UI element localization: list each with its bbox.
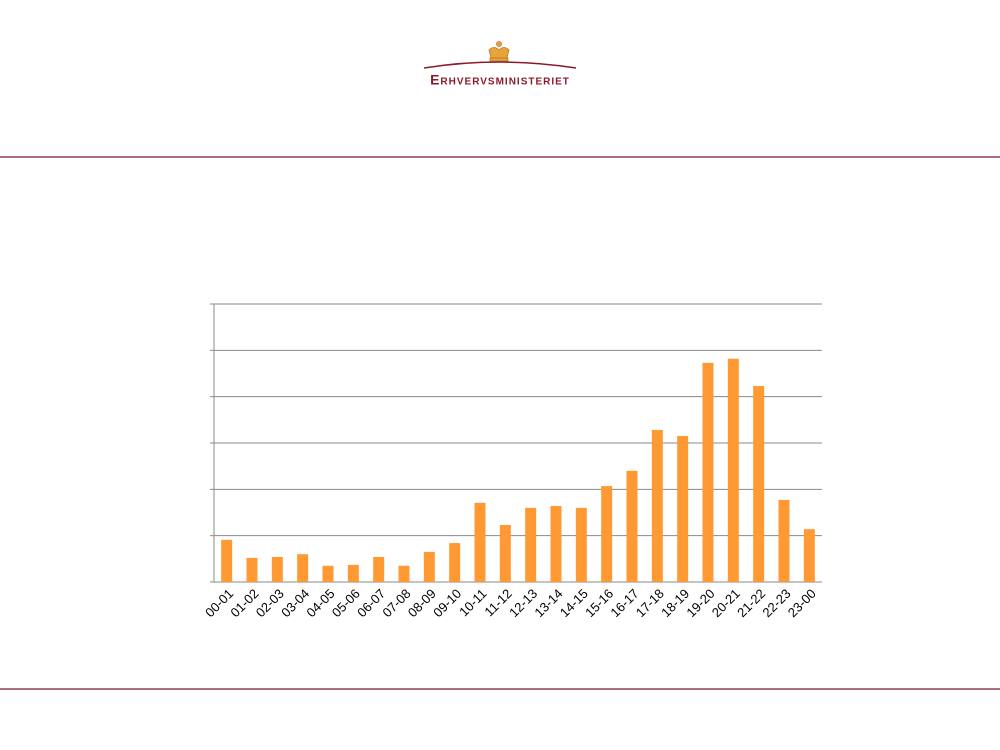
bar bbox=[601, 486, 613, 582]
bar bbox=[297, 554, 309, 582]
bar bbox=[753, 386, 765, 582]
x-tick-label: 10-11 bbox=[456, 586, 489, 619]
x-tick-label: 06-07 bbox=[354, 586, 388, 620]
logo-arc bbox=[423, 61, 577, 69]
bar bbox=[727, 358, 739, 582]
bar bbox=[702, 362, 714, 582]
x-tick-label: 19-20 bbox=[683, 586, 717, 620]
bar bbox=[373, 556, 385, 582]
bar bbox=[550, 506, 562, 582]
bar bbox=[474, 502, 486, 582]
x-tick-label: 01-02 bbox=[227, 586, 261, 620]
x-tick-label: 00-01 bbox=[202, 586, 236, 620]
x-tick-label: 15-16 bbox=[582, 586, 616, 620]
bar bbox=[271, 556, 283, 582]
x-tick-label: 14-15 bbox=[557, 586, 591, 620]
x-tick-label: 08-09 bbox=[405, 586, 439, 620]
bar bbox=[575, 507, 587, 582]
bar bbox=[423, 551, 435, 582]
x-tick-label: 22-23 bbox=[759, 586, 793, 620]
bar bbox=[677, 436, 689, 582]
x-tick-label: 20-21 bbox=[709, 586, 743, 620]
x-tick-label: 13-14 bbox=[531, 586, 565, 620]
bar bbox=[778, 499, 790, 582]
bar bbox=[499, 525, 511, 582]
x-tick-label: 02-03 bbox=[253, 586, 287, 620]
bar bbox=[651, 430, 663, 582]
x-tick-label: 12-13 bbox=[506, 586, 540, 620]
bar bbox=[398, 565, 410, 582]
x-tick-label: 07-08 bbox=[379, 586, 413, 620]
x-tick-label: 18-19 bbox=[658, 586, 692, 620]
bar bbox=[322, 565, 334, 582]
bar bbox=[449, 543, 461, 582]
x-tick-label: 03-04 bbox=[278, 586, 312, 620]
bar bbox=[626, 470, 638, 582]
bar bbox=[803, 529, 815, 582]
x-tick-label: 21-22 bbox=[734, 586, 768, 620]
bar bbox=[525, 507, 537, 582]
logo-crown bbox=[488, 41, 510, 62]
bar bbox=[347, 564, 359, 582]
x-tick-label: 04-05 bbox=[303, 586, 337, 620]
logo-text: Erhvervsministeriet bbox=[430, 72, 570, 88]
x-tick-label: 16-17 bbox=[607, 586, 641, 620]
x-tick-label: 05-06 bbox=[329, 586, 363, 620]
bar bbox=[221, 539, 233, 582]
x-tick-label: 09-10 bbox=[430, 586, 464, 620]
bar bbox=[246, 557, 258, 582]
x-tick-label: 17-18 bbox=[633, 586, 667, 620]
x-tick-label: 23-00 bbox=[785, 586, 819, 620]
